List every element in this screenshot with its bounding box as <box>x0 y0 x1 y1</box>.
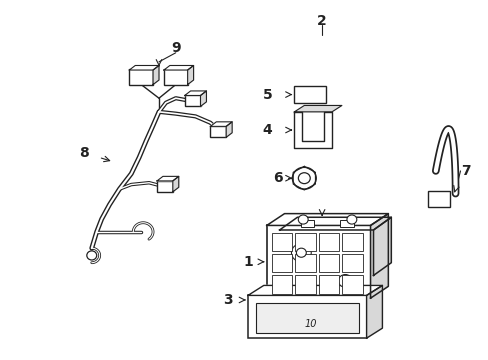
FancyBboxPatch shape <box>294 86 325 103</box>
Circle shape <box>338 275 351 287</box>
FancyBboxPatch shape <box>295 275 315 294</box>
Text: 6: 6 <box>272 171 282 185</box>
Circle shape <box>296 248 305 257</box>
Polygon shape <box>200 91 206 107</box>
Text: 3: 3 <box>223 293 232 307</box>
FancyBboxPatch shape <box>271 275 292 294</box>
Circle shape <box>298 215 307 224</box>
Polygon shape <box>153 66 159 85</box>
Text: 5: 5 <box>263 87 272 102</box>
FancyBboxPatch shape <box>339 220 353 227</box>
Polygon shape <box>172 176 179 192</box>
FancyBboxPatch shape <box>295 254 315 273</box>
Polygon shape <box>294 105 341 112</box>
FancyBboxPatch shape <box>271 254 292 273</box>
Text: 8: 8 <box>79 146 88 160</box>
Polygon shape <box>163 66 193 70</box>
FancyBboxPatch shape <box>157 181 172 192</box>
Polygon shape <box>266 213 387 225</box>
Text: 7: 7 <box>460 164 469 178</box>
Circle shape <box>298 173 309 184</box>
Text: 2: 2 <box>317 14 326 28</box>
Text: 1: 1 <box>243 255 252 269</box>
FancyBboxPatch shape <box>342 275 362 294</box>
FancyBboxPatch shape <box>210 126 226 137</box>
FancyBboxPatch shape <box>261 298 375 307</box>
Circle shape <box>346 215 356 224</box>
FancyBboxPatch shape <box>342 254 362 273</box>
Text: 9: 9 <box>171 41 180 55</box>
FancyBboxPatch shape <box>318 254 339 273</box>
FancyBboxPatch shape <box>266 225 370 298</box>
FancyBboxPatch shape <box>271 233 292 251</box>
Polygon shape <box>184 91 206 95</box>
Circle shape <box>87 251 97 260</box>
FancyBboxPatch shape <box>318 275 339 294</box>
FancyBboxPatch shape <box>300 220 314 227</box>
FancyBboxPatch shape <box>318 233 339 251</box>
Polygon shape <box>294 112 331 148</box>
Polygon shape <box>129 66 159 70</box>
FancyBboxPatch shape <box>427 191 449 207</box>
Polygon shape <box>279 217 390 230</box>
Circle shape <box>291 244 310 262</box>
FancyBboxPatch shape <box>247 296 366 338</box>
Polygon shape <box>226 122 232 137</box>
Polygon shape <box>366 285 382 338</box>
Circle shape <box>292 167 316 189</box>
FancyBboxPatch shape <box>163 69 187 85</box>
FancyBboxPatch shape <box>184 95 200 107</box>
Polygon shape <box>187 66 193 85</box>
Polygon shape <box>370 213 387 298</box>
Polygon shape <box>157 176 179 181</box>
Polygon shape <box>247 285 382 296</box>
Text: 10: 10 <box>305 319 317 329</box>
FancyBboxPatch shape <box>279 230 373 275</box>
FancyBboxPatch shape <box>129 69 153 85</box>
Text: 4: 4 <box>263 123 272 137</box>
FancyBboxPatch shape <box>255 303 358 333</box>
FancyBboxPatch shape <box>342 233 362 251</box>
Polygon shape <box>210 122 232 126</box>
Polygon shape <box>373 217 390 275</box>
FancyBboxPatch shape <box>275 275 377 286</box>
FancyBboxPatch shape <box>295 233 315 251</box>
